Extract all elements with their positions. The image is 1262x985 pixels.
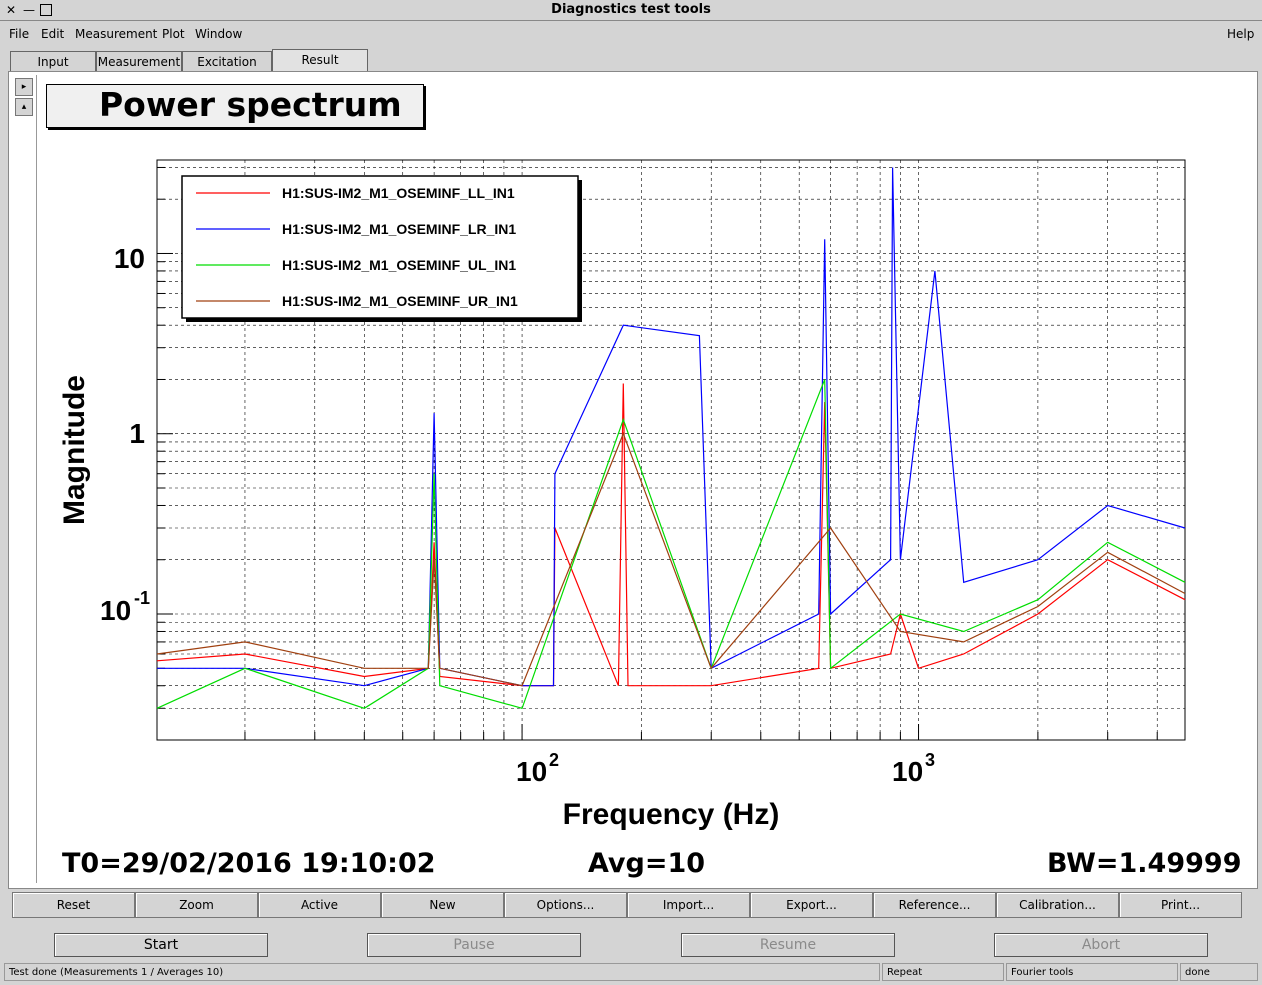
pad-up-icon[interactable]: ▴ <box>15 98 33 116</box>
y-tick-label-1: 1 <box>129 418 145 449</box>
series-lines <box>156 167 1186 710</box>
resume-button[interactable]: Resume <box>681 933 895 957</box>
y-axis-label: Magnitude <box>58 375 91 525</box>
series-line-2 <box>156 379 1186 710</box>
abort-button[interactable]: Abort <box>994 933 1208 957</box>
menu-window[interactable]: Window <box>195 27 243 41</box>
start-button[interactable]: Start <box>54 933 268 957</box>
menu-plot[interactable]: Plot <box>162 27 185 41</box>
menu-bar: File Edit Measurement Plot Window Help <box>0 22 1262 46</box>
svg-text:2: 2 <box>549 750 559 770</box>
x-tick-label-1000: 10 3 <box>892 750 935 787</box>
export-button[interactable]: Export... <box>750 892 873 918</box>
tab-input[interactable]: Input <box>10 51 96 72</box>
bw-label: BW=1.49999 <box>1047 848 1242 879</box>
reference-button[interactable]: Reference... <box>873 892 996 918</box>
status-tool: Fourier tools <box>1006 963 1178 981</box>
pause-button[interactable]: Pause <box>367 933 581 957</box>
pad-next-icon[interactable]: ▸ <box>15 78 33 96</box>
legend-label-2: H1:SUS-IM2_M1_OSEMINF_UL_IN1 <box>282 257 516 273</box>
zoom-button[interactable]: Zoom <box>135 892 258 918</box>
menu-measurement[interactable]: Measurement <box>75 27 158 41</box>
x-axis-label: Frequency (Hz) <box>563 798 780 831</box>
print-button[interactable]: Print... <box>1119 892 1242 918</box>
options-button[interactable]: Options... <box>504 892 627 918</box>
status-mode: Repeat <box>882 963 1004 981</box>
title-bar: ✕ — Diagnostics test tools <box>0 0 1262 21</box>
axis-ticks <box>157 166 1158 740</box>
status-state: done <box>1180 963 1258 981</box>
tab-measurement[interactable]: Measurement <box>96 51 182 72</box>
plot-title: Power spectrum <box>46 84 424 128</box>
x-tick-label-100: 10 2 <box>516 750 559 787</box>
window-title: Diagnostics test tools <box>551 2 711 17</box>
menu-edit[interactable]: Edit <box>41 27 65 41</box>
legend-label-1: H1:SUS-IM2_M1_OSEMINF_LR_IN1 <box>282 221 516 237</box>
svg-text:10: 10 <box>100 595 131 626</box>
y-tick-label-10: 10 <box>114 243 145 274</box>
svg-text:3: 3 <box>925 750 935 770</box>
series-line-3 <box>156 432 1186 687</box>
import-button[interactable]: Import... <box>627 892 750 918</box>
svg-text:10: 10 <box>516 756 547 787</box>
active-button[interactable]: Active <box>258 892 381 918</box>
y-tick-label-0.1: 10 -1 <box>100 588 150 626</box>
minimize-icon[interactable]: — <box>23 3 35 17</box>
reset-button[interactable]: Reset <box>12 892 135 918</box>
maximize-icon[interactable] <box>40 4 52 16</box>
svg-text:10: 10 <box>892 756 923 787</box>
menu-file[interactable]: File <box>9 27 30 41</box>
status-message: Test done (Measurements 1 / Averages 10) <box>4 963 880 981</box>
series-line-0 <box>156 383 1186 687</box>
menu-help[interactable]: Help <box>1227 27 1255 41</box>
tab-excitation[interactable]: Excitation <box>182 51 272 72</box>
avg-label: Avg=10 <box>588 848 706 879</box>
svg-text:-1: -1 <box>134 588 150 608</box>
legend: H1:SUS-IM2_M1_OSEMINF_LL_IN1 H1:SUS-IM2_M… <box>181 175 582 322</box>
new-button[interactable]: New <box>381 892 504 918</box>
t0-label: T0=29/02/2016 19:10:02 <box>62 848 436 879</box>
calibration-button[interactable]: Calibration... <box>996 892 1119 918</box>
tab-result[interactable]: Result <box>272 49 368 72</box>
legend-label-3: H1:SUS-IM2_M1_OSEMINF_UR_IN1 <box>282 293 518 309</box>
close-icon[interactable]: ✕ <box>5 3 17 17</box>
legend-label-0: H1:SUS-IM2_M1_OSEMINF_LL_IN1 <box>282 185 515 201</box>
